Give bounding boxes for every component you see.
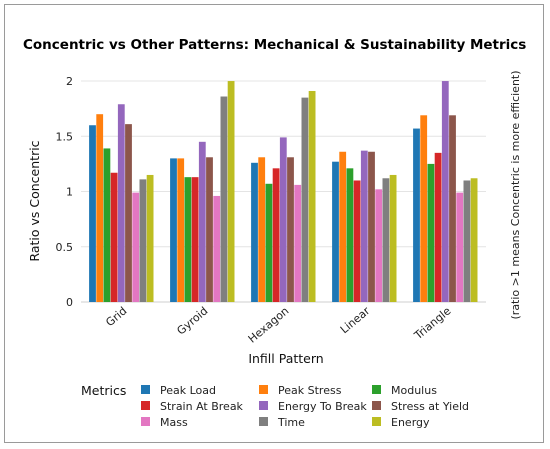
legend-item: Energy To Break	[259, 400, 367, 413]
bar	[170, 158, 177, 302]
bar	[456, 192, 464, 302]
bar	[96, 114, 104, 302]
legend-label: Energy To Break	[278, 400, 367, 413]
x-tick-label: Hexagon	[246, 304, 292, 345]
y-tick-label: 2	[66, 75, 73, 88]
bar	[191, 177, 199, 302]
legend-swatch	[259, 417, 268, 426]
bar-chart: Concentric vs Other Patterns: Mechanical…	[23, 37, 526, 429]
legend-item: Energy	[372, 416, 430, 429]
y-axis-title: Ratio vs Concentric	[27, 140, 42, 261]
y-tick-labels: 0 0.5 1 1.5 2	[56, 75, 74, 309]
chart-title: Concentric vs Other Patterns: Mechanical…	[23, 37, 526, 53]
bar	[382, 178, 390, 302]
legend-title: Metrics	[81, 383, 126, 398]
bar	[287, 157, 294, 302]
legend-swatch	[372, 417, 381, 426]
bar	[470, 178, 478, 302]
legend-swatch	[259, 385, 268, 394]
bar	[139, 179, 147, 302]
y-tick-label: 1	[66, 186, 73, 199]
bar	[110, 172, 118, 302]
legend-swatch	[372, 385, 381, 394]
bar	[339, 151, 347, 302]
bar	[346, 168, 354, 302]
bar	[368, 151, 375, 302]
figure-frame: Concentric vs Other Patterns: Mechanical…	[4, 4, 544, 443]
legend-label: Mass	[160, 416, 188, 429]
bar	[434, 152, 442, 302]
bar	[441, 81, 449, 302]
bar	[301, 97, 309, 302]
bar	[258, 157, 266, 302]
bar	[198, 141, 206, 302]
legend-label: Strain At Break	[160, 400, 244, 413]
bar	[265, 183, 273, 302]
legend-item: Peak Stress	[259, 384, 342, 397]
legend-item: Modulus	[372, 384, 437, 397]
x-tick-label: Triangle	[411, 304, 453, 343]
legend-item: Time	[259, 416, 305, 429]
bar	[184, 177, 192, 302]
x-tick-label: Grid	[103, 304, 129, 329]
legend-swatch	[372, 401, 381, 410]
bar	[213, 195, 221, 302]
bar	[220, 96, 228, 302]
bar	[353, 180, 361, 302]
legend-swatch	[259, 401, 268, 410]
bar	[89, 125, 96, 302]
legend-swatch	[141, 385, 150, 394]
bar	[360, 150, 368, 302]
bar	[375, 189, 383, 302]
legend-swatch	[141, 417, 150, 426]
bar	[132, 192, 140, 302]
bar	[206, 157, 213, 302]
bar	[332, 161, 339, 302]
bar	[389, 174, 397, 302]
y-tick-label: 0.5	[56, 241, 74, 254]
bar	[279, 137, 287, 302]
bar	[308, 90, 316, 302]
legend-item: Strain At Break	[141, 400, 244, 413]
bar	[146, 174, 154, 302]
legend-label: Modulus	[391, 384, 437, 397]
y-tick-label: 1.5	[56, 130, 74, 143]
x-tick-label: Linear	[338, 304, 373, 336]
legend: Peak Load Peak Stress Modulus Strain At Bre…	[141, 384, 469, 429]
bar	[413, 128, 420, 302]
legend-label: Energy	[391, 416, 430, 429]
legend-item: Stress at Yield	[372, 400, 469, 413]
bar	[117, 104, 125, 302]
x-tick-label: Gyroid	[174, 304, 210, 337]
bar	[272, 168, 280, 302]
legend-label: Stress at Yield	[391, 400, 469, 413]
bar	[463, 180, 471, 302]
bar	[177, 158, 185, 302]
legend-swatch	[141, 401, 150, 410]
bar	[227, 81, 235, 302]
legend-item: Mass	[141, 416, 188, 429]
legend-item: Peak Load	[141, 384, 216, 397]
x-axis-title: Infill Pattern	[248, 351, 323, 366]
legend-label: Time	[277, 416, 305, 429]
bar	[125, 124, 132, 302]
bar	[420, 115, 428, 303]
axis-side-note: (ratio >1 means Concentric is more effic…	[509, 70, 522, 319]
bar	[103, 148, 111, 302]
legend-label: Peak Stress	[278, 384, 342, 397]
x-tick-labels: Grid Gyroid Hexagon Linear Triangle	[103, 304, 453, 346]
bars-group	[89, 81, 478, 303]
bar	[427, 163, 435, 302]
y-tick-label: 0	[66, 296, 73, 309]
bar	[294, 184, 302, 302]
bar	[251, 162, 258, 302]
bar	[449, 115, 456, 303]
legend-label: Peak Load	[160, 384, 216, 397]
